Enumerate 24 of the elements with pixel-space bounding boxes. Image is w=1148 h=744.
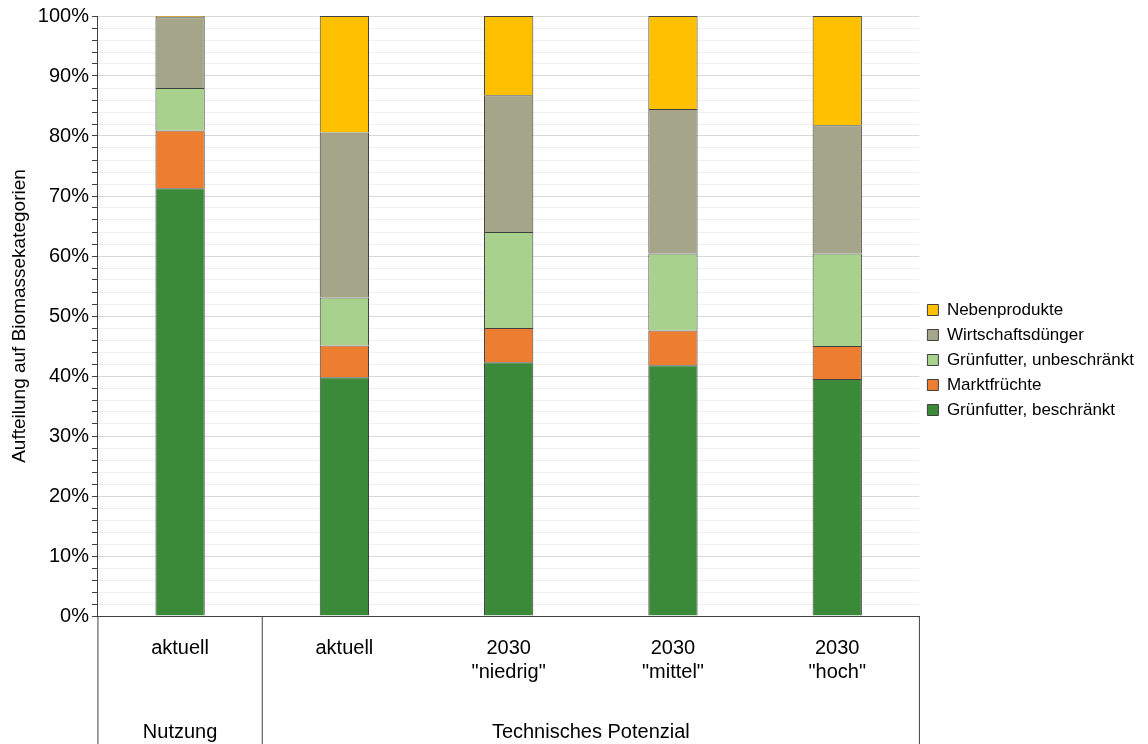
y-tick-label: 100% [37,3,90,26]
legend-label: Nebenprodukte [946,299,1064,319]
x-tick-label: 2030 "hoch" [808,635,867,682]
y-tick-label: 80% [48,123,90,146]
y-tick-label: 70% [48,183,90,206]
x-tick-label: aktuell [151,635,209,658]
y-tick-label: 90% [48,63,90,86]
x-tick-label: aktuell [315,635,374,658]
y-tick-label: 50% [48,303,90,326]
legend-label: Marktfrüchte [946,374,1042,394]
legend-label: Wirtschaftsdünger [946,324,1085,344]
x-tick-label: 2030 "mittel" [641,635,704,682]
y-tick-label: 20% [48,483,90,506]
y-axis-title: Aufteilung auf Biomassekategorien [7,169,29,463]
legend-label: Grünfutter, unbeschränkt [946,349,1135,369]
legend-label: Grünfutter, beschränkt [946,399,1116,419]
text: Nutzung [142,720,218,742]
y-tick-label: 40% [48,363,90,386]
text: Technisches Potenzial [491,720,690,742]
y-tick-label: 10% [48,543,90,566]
y-tick-label: 60% [48,243,90,266]
y-tick-label: 0% [60,603,90,626]
y-tick-label: 30% [48,423,90,446]
x-tick-label: 2030 "niedrig" [471,635,546,682]
